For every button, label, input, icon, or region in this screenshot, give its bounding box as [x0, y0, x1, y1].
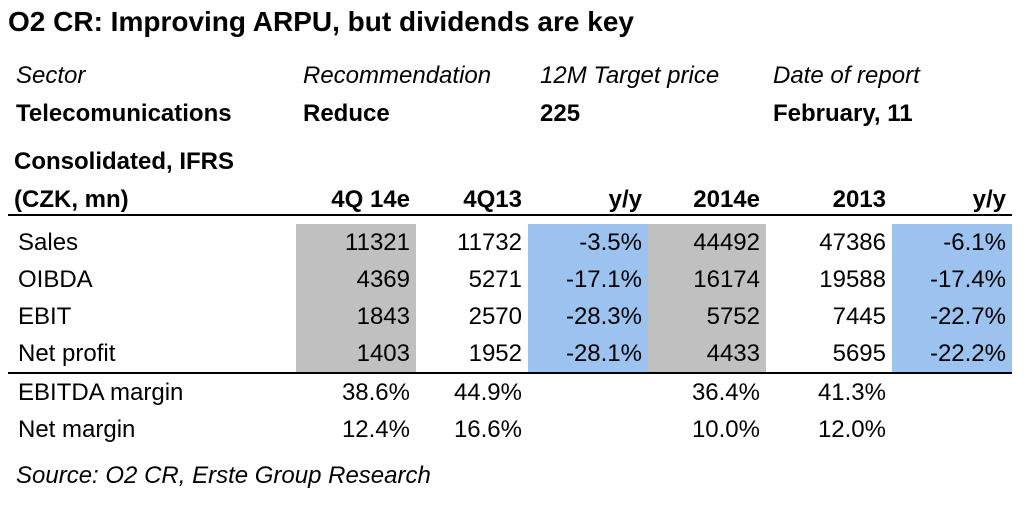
column-header: y/y	[528, 176, 648, 216]
page-title: O2 CR: Improving ARPU, but dividends are…	[8, 6, 634, 37]
table-cell	[528, 411, 648, 448]
table-row: Net profit 1403 1952 -28.1% 4433 5695 -2…	[8, 335, 1012, 373]
table-cell: 5695	[832, 339, 886, 367]
table-cell: 38.6%	[296, 372, 416, 411]
table-cell: 36.4%	[648, 372, 766, 411]
table-cell: 19588	[819, 265, 886, 293]
table-cell: 5752	[648, 298, 766, 335]
row-label: EBITDA margin	[8, 372, 296, 411]
table-header-row-2: (CZK, mn) 4Q 14e 4Q13 y/y 2014e 2013 y/y	[8, 176, 1012, 216]
row-label: EBIT	[18, 302, 72, 330]
table-cell: -17.1%	[528, 261, 648, 298]
column-header: 2013	[766, 176, 892, 216]
column-header: 2014e	[648, 176, 766, 216]
sector-value: Telecomunications	[16, 100, 232, 127]
target-price-label: 12M Target price	[540, 62, 720, 89]
table-cell: -28.3%	[528, 298, 648, 335]
table-row: Net margin 12.4% 16.6% 10.0% 12.0%	[8, 411, 1012, 448]
table-cell: -22.2%	[892, 335, 1012, 373]
table-cell: 16.6%	[453, 415, 522, 443]
table-cell	[892, 411, 1012, 448]
recommendation-label: Recommendation	[303, 62, 492, 89]
column-header: 4Q 14e	[296, 176, 416, 216]
table-cell: 1403	[296, 335, 416, 373]
table-row: Sales 11321 11732 -3.5% 44492 47386 -6.1…	[8, 224, 1012, 261]
table-cell: 12.0%	[817, 415, 886, 443]
table-row: EBIT 1843 2570 -28.3% 5752 7445 -22.7%	[8, 298, 1012, 335]
meta-values-row: Telecomunications Reduce 225 February, 1…	[0, 100, 1024, 138]
report-meta: Sector Recommendation 12M Target price D…	[0, 62, 1024, 138]
report-date-value: February, 11	[773, 100, 913, 127]
table-cell: 41.3%	[766, 372, 892, 411]
row-label: Net margin	[18, 415, 136, 443]
financials-table: Consolidated, IFRS (CZK, mn) 4Q 14e 4Q13…	[8, 140, 1012, 448]
table-cell: 7445	[832, 302, 886, 330]
row-label: Sales	[18, 228, 79, 256]
table-cell: -17.4%	[892, 261, 1012, 298]
recommendation-value: Reduce	[303, 100, 390, 127]
table-row: EBITDA margin 38.6% 44.9% 36.4% 41.3%	[8, 372, 1012, 411]
meta-labels-row: Sector Recommendation 12M Target price D…	[0, 62, 1024, 100]
table-cell: -22.7%	[892, 298, 1012, 335]
table-cell: 4369	[296, 261, 416, 298]
table-cell: 11321	[296, 224, 416, 261]
row-label: OIBDA	[18, 265, 93, 293]
header-consolidated: Consolidated, IFRS	[14, 148, 235, 175]
table-cell: 44.9%	[416, 372, 528, 411]
sector-label: Sector	[16, 62, 86, 89]
table-cell: 47386	[819, 228, 886, 256]
table-cell: 5271	[468, 265, 522, 293]
source-note: Source: O2 CR, Erste Group Research	[16, 462, 431, 489]
report-date-label: Date of report	[773, 62, 920, 89]
column-header: y/y	[892, 176, 1012, 216]
table-cell	[528, 372, 648, 411]
target-price-value: 225	[540, 100, 581, 127]
table-row: OIBDA 4369 5271 -17.1% 16174 19588 -17.4…	[8, 261, 1012, 298]
table-header-row-1: Consolidated, IFRS	[8, 140, 1012, 176]
table-cell: 10.0%	[691, 415, 760, 443]
table-cell: 44492	[648, 224, 766, 261]
table-cell: 4433	[648, 335, 766, 373]
column-header: 4Q13	[416, 176, 528, 216]
table-cell: 2570	[468, 302, 522, 330]
table-cell: -3.5%	[528, 224, 648, 261]
table-cell: 16174	[648, 261, 766, 298]
table-cell: 11732	[457, 228, 522, 256]
table-cell: -28.1%	[528, 335, 648, 373]
table-cell: -6.1%	[892, 224, 1012, 261]
table-cell: 1843	[296, 298, 416, 335]
header-currency: (CZK, mn)	[8, 176, 296, 216]
row-label: Net profit	[18, 339, 116, 367]
table-cell	[892, 372, 1012, 411]
table-cell: 1952	[468, 339, 522, 367]
table-cell: 12.4%	[341, 415, 410, 443]
